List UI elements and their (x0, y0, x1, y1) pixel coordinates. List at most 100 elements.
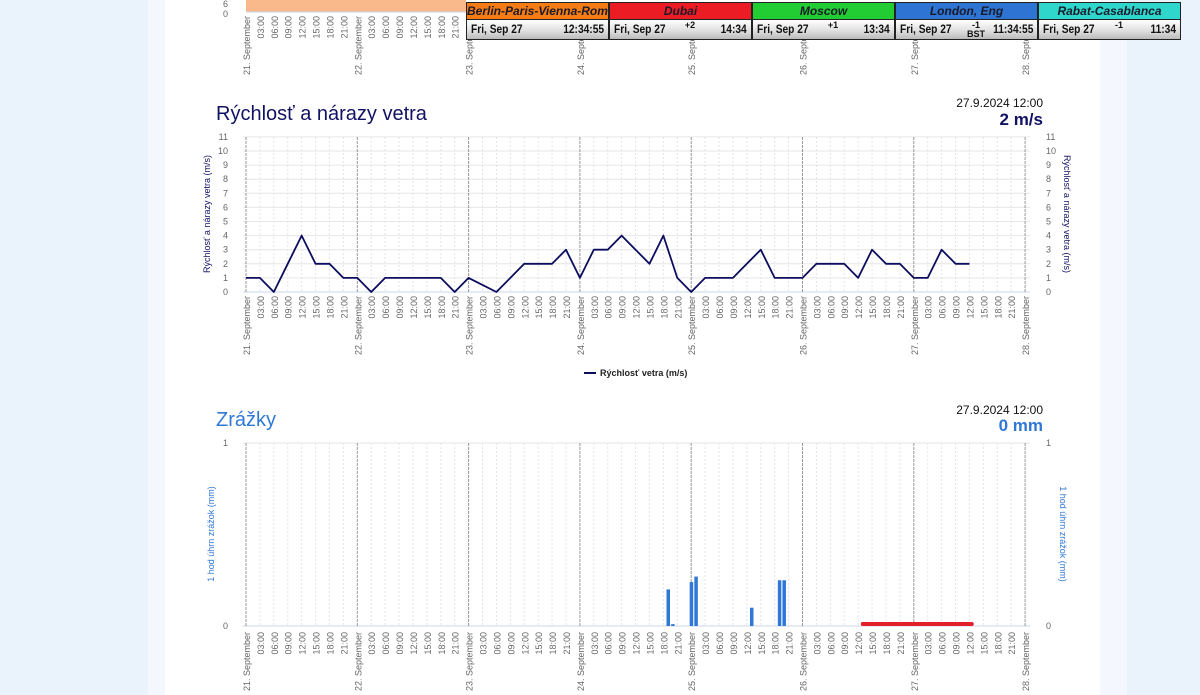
x-tick-label: 26. September (799, 16, 809, 75)
x-tick-label: 15:00 (645, 632, 655, 655)
clock-offset: -1 (1114, 20, 1123, 30)
x-tick-label: 21:00 (339, 16, 349, 39)
x-tick-label: 18:00 (993, 632, 1003, 655)
x-tick-label: 15:00 (979, 296, 989, 319)
x-tick-label: 09:00 (840, 296, 850, 319)
x-tick-label: 03:00 (367, 16, 377, 39)
x-tick-label: 09:00 (395, 632, 405, 655)
x-tick-label: 15:00 (534, 632, 544, 655)
x-tick-label: 12:00 (743, 296, 753, 319)
precip-y-axis-label: 1 hod úhrn zrážok (mm) (206, 486, 216, 582)
y-tick-label-left: 7 (223, 188, 228, 198)
x-tick-label: 15:00 (757, 296, 767, 319)
y-tick-label-left: 2 (223, 259, 228, 269)
clock-row: Fri, Sep 27 -1 11:34 (1039, 20, 1180, 39)
clock-date: Fri, Sep 27 (614, 22, 666, 36)
precip-bar (671, 624, 675, 626)
wind-chart-title: Rýchlosť a nárazy vetra (216, 103, 427, 125)
y-tick-label-right: 4 (1046, 231, 1051, 241)
x-tick-label: 12:00 (965, 296, 975, 319)
x-tick-label: 09:00 (618, 296, 628, 319)
x-tick-label: 03:00 (701, 296, 711, 319)
clock-city: Moscow (753, 3, 894, 20)
x-tick-label: 21:00 (785, 296, 795, 319)
x-tick-label: 21:00 (562, 632, 572, 655)
clock-row: Fri, Sep 27 -1 BST 11:34:55 (896, 20, 1037, 39)
y-tick-label-right: 9 (1046, 160, 1051, 170)
wind-y-axis-label: Rýchlosť a nárazy vetra (m/s) (202, 155, 212, 273)
x-tick-label: 09:00 (506, 296, 516, 319)
precip-bar (749, 607, 754, 626)
clock-date: Fri, Sep 27 (900, 22, 952, 36)
x-tick-label: 21:00 (896, 296, 906, 319)
clock-city: Rabat-Casablanca (1039, 3, 1180, 20)
x-tick-label: 09:00 (952, 632, 962, 655)
y-tick-label-right: 3 (1046, 245, 1051, 255)
x-tick-label: 06:00 (715, 632, 725, 655)
y-tick-label-right: 0 (1046, 287, 1051, 297)
clock-row: Fri, Sep 27 +2 14:34 (610, 20, 751, 39)
y-tick-label-right: 8 (1046, 174, 1051, 184)
x-tick-label: 18:00 (659, 632, 669, 655)
area-fill (246, 0, 466, 12)
precip-chart-title: Zrážky (216, 409, 276, 431)
x-tick-label: 18:00 (659, 296, 669, 319)
x-tick-label: 18:00 (548, 296, 558, 319)
x-tick-label: 21:00 (339, 632, 349, 655)
x-tick-label: 06:00 (604, 632, 614, 655)
x-tick-label: 15:00 (868, 632, 878, 655)
precip-bar (666, 589, 671, 626)
x-tick-label: 12:00 (965, 632, 975, 655)
x-tick-label: 12:00 (743, 632, 753, 655)
x-tick-label: 03:00 (479, 632, 489, 655)
x-tick-label: 21. September (242, 16, 252, 75)
clock-4: Rabat-Casablanca Fri, Sep 27 -1 11:34 (1038, 2, 1181, 40)
x-tick-label: 06:00 (381, 16, 391, 39)
x-tick-label: 09:00 (284, 296, 294, 319)
wind-current-value: 2 m/s (999, 110, 1043, 129)
clock-row: Fri, Sep 27 +1 13:34 (753, 20, 894, 39)
x-tick-label: 15:00 (312, 632, 322, 655)
x-tick-label: 09:00 (284, 632, 294, 655)
y-tick-label-right: 10 (1046, 146, 1056, 156)
clock-time: 14:34 (720, 22, 747, 36)
x-tick-label: 21. September (242, 632, 252, 691)
x-tick-label: 15:00 (979, 632, 989, 655)
clock-offset: +1 (827, 20, 839, 30)
x-tick-label: 03:00 (924, 632, 934, 655)
x-tick-label: 23. September (465, 632, 475, 691)
x-tick-label: 18:00 (771, 632, 781, 655)
x-tick-label: 21:00 (785, 632, 795, 655)
y-tick-label: 0 (223, 9, 228, 19)
x-tick-label: 27. September (910, 632, 920, 691)
precip-bar (782, 580, 786, 626)
x-tick-label: 15:00 (312, 16, 322, 39)
x-tick-label: 23. September (465, 16, 475, 75)
y-tick-label-right: 6 (1046, 202, 1051, 212)
x-tick-label: 28. September (1021, 16, 1031, 75)
x-tick-label: 12:00 (854, 632, 864, 655)
x-tick-label: 12:00 (520, 632, 530, 655)
y-tick-label-right: 0 (1046, 621, 1051, 631)
precip-timestamp: 27.9.2024 12:00 (956, 403, 1043, 417)
x-tick-label: 12:00 (409, 16, 419, 39)
x-tick-label: 22. September (353, 632, 363, 691)
x-tick-label: 09:00 (395, 296, 405, 319)
x-tick-label: 18:00 (882, 632, 892, 655)
y-tick-label-right: 11 (1046, 132, 1055, 142)
clock-offset: -1 BST (967, 20, 985, 39)
x-tick-label: 09:00 (952, 296, 962, 319)
x-tick-label: 21:00 (451, 296, 461, 319)
x-tick-label: 09:00 (284, 16, 294, 39)
y-tick-label-right: 7 (1046, 188, 1051, 198)
clock-city: London, Eng (896, 3, 1037, 20)
x-tick-label: 09:00 (618, 632, 628, 655)
x-tick-label: 12:00 (854, 296, 864, 319)
x-tick-label: 12:00 (632, 632, 642, 655)
x-tick-label: 21:00 (451, 16, 461, 39)
x-tick-label: 15:00 (645, 296, 655, 319)
x-tick-label: 22. September (353, 16, 363, 75)
x-tick-label: 12:00 (409, 296, 419, 319)
x-tick-label: 06:00 (826, 632, 836, 655)
